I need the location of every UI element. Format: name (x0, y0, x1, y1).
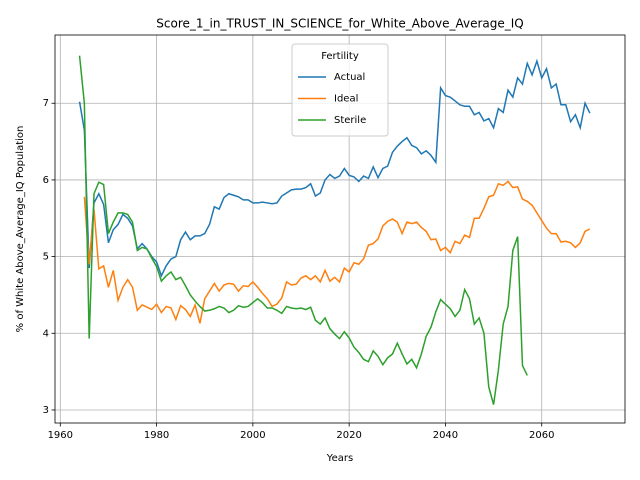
chart-title: Score_1_in_TRUST_IN_SCIENCE_for_White_Ab… (156, 17, 523, 31)
legend-label: Sterile (334, 115, 366, 126)
x-tick-label: 2020 (336, 430, 361, 441)
y-axis-label: % of White Above_Average_IQ Population (15, 126, 26, 333)
legend-label: Ideal (334, 94, 358, 105)
y-tick-label: 5 (43, 252, 49, 263)
plot-frame (54, 34, 626, 424)
legend-label: Actual (334, 72, 365, 83)
y-tick-label: 3 (43, 405, 49, 416)
series-line (78, 58, 591, 278)
x-tick-label: 2060 (529, 430, 554, 441)
series-line (78, 55, 528, 405)
y-tick-label: 6 (43, 175, 49, 186)
legend-box (291, 43, 389, 137)
legend-title: Fertility (321, 51, 359, 62)
y-tick-label: 4 (43, 328, 49, 339)
x-tick-label: 1980 (144, 430, 169, 441)
x-tick-label: 2000 (240, 430, 265, 441)
x-tick-label: 1960 (48, 430, 73, 441)
x-tick-label: 2040 (433, 430, 458, 441)
y-tick-label: 7 (43, 98, 49, 109)
series-line (83, 180, 591, 324)
x-axis-label: Years (326, 453, 353, 464)
